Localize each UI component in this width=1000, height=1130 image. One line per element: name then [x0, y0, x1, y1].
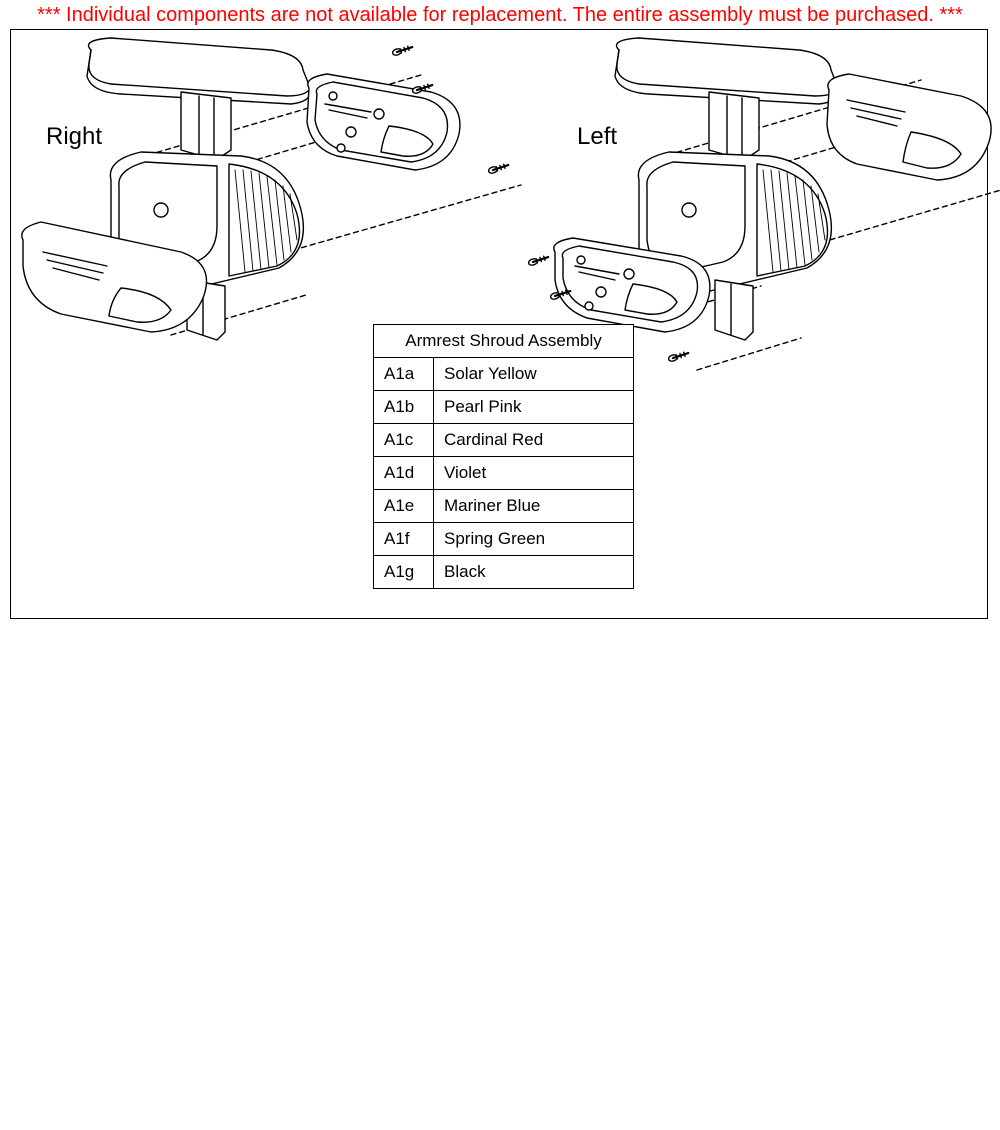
table-row: A1bPearl Pink — [374, 391, 634, 424]
table-title: Armrest Shroud Assembly — [374, 325, 634, 358]
table-row: A1dViolet — [374, 457, 634, 490]
label-right: Right — [46, 123, 102, 151]
table-row: A1cCardinal Red — [374, 424, 634, 457]
label-left: Left — [577, 123, 617, 151]
table-row: A1aSolar Yellow — [374, 358, 634, 391]
table-row: A1gBlack — [374, 556, 634, 589]
table-row: A1fSpring Green — [374, 523, 634, 556]
table-row: A1eMariner Blue — [374, 490, 634, 523]
warning-text: *** Individual components are not availa… — [0, 0, 1000, 29]
color-table: Armrest Shroud Assembly A1aSolar Yellow … — [373, 324, 634, 589]
diagram-frame: Right Left Armrest Shroud Assembly A1aSo… — [10, 29, 988, 619]
